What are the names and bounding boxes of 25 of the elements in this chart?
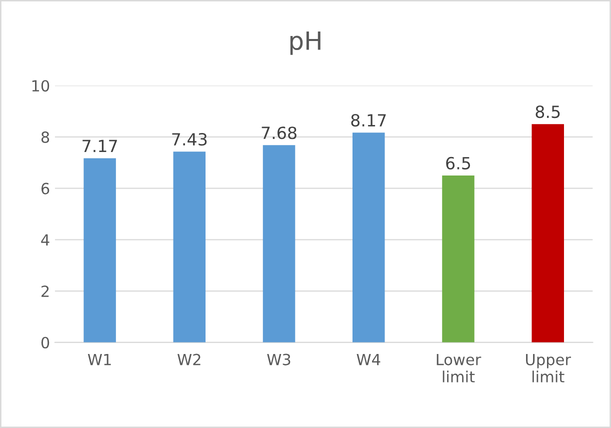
- data-label: 6.5: [446, 156, 470, 170]
- data-label: 8.17: [351, 114, 386, 127]
- y-tick-label: 6: [41, 182, 50, 194]
- bar: [352, 132, 385, 342]
- x-tick-label: W4: [356, 354, 380, 366]
- y-tick-label: 10: [32, 80, 50, 92]
- data-label: 7.43: [172, 132, 207, 146]
- y-tick-label: 8: [41, 131, 50, 143]
- x-tick-label: W3: [267, 354, 290, 366]
- bar: [532, 124, 564, 342]
- x-tick-label: Lower limit: [436, 354, 482, 382]
- data-label: 8.5: [536, 106, 560, 118]
- y-tick-label: 2: [42, 286, 49, 297]
- data-label: 7.17: [82, 140, 117, 152]
- y-tick-label: 0: [41, 336, 50, 348]
- data-label: 7.68: [262, 126, 296, 140]
- bar: [84, 158, 116, 342]
- bar: [173, 152, 206, 342]
- bar: [442, 175, 474, 342]
- x-tick-label: Upper limit: [526, 354, 571, 382]
- chart-title: pH: [290, 31, 320, 55]
- bar: [262, 145, 296, 342]
- y-tick-label: 4: [41, 234, 50, 246]
- x-tick-label: W1: [88, 354, 111, 366]
- x-tick-label: W2: [178, 354, 200, 366]
